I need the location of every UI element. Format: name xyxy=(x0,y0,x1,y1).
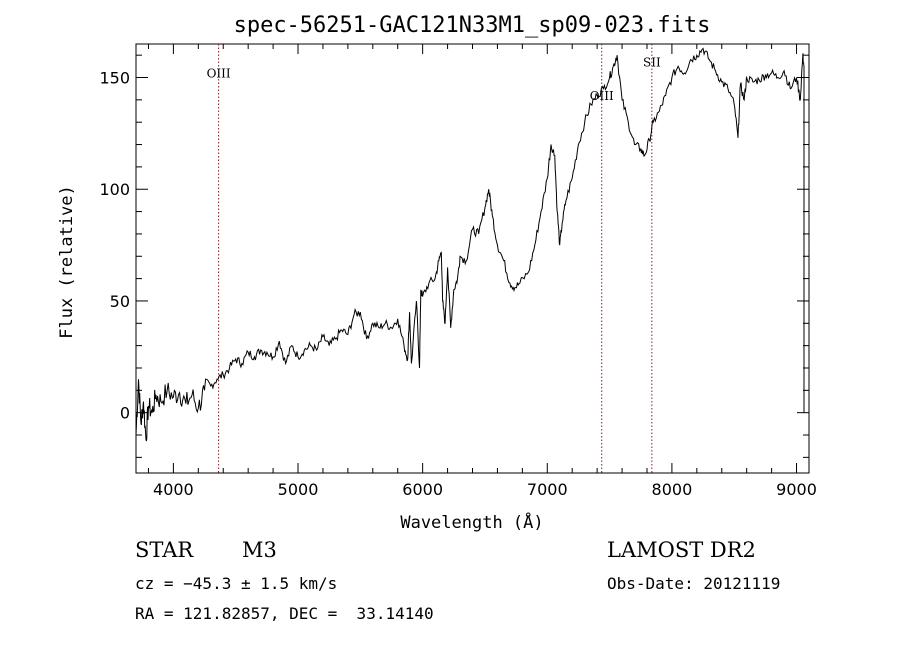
x-tick-label: 4000 xyxy=(153,480,194,499)
spectral-line-markers: OIII OIII SII xyxy=(207,44,661,473)
observation-date: Obs-Date: 20121119 xyxy=(607,574,781,593)
y-tick-label: 100 xyxy=(99,180,130,199)
y-axis-ticks: 0 50 100 150 xyxy=(99,54,809,458)
spectrum-line xyxy=(135,47,805,442)
x-axis-ticks: 4000 5000 6000 7000 8000 9000 xyxy=(147,44,817,499)
plot-frame xyxy=(135,43,810,474)
x-tick-label: 9000 xyxy=(776,480,817,499)
survey-name: LAMOST DR2 xyxy=(607,538,756,562)
y-tick-label: 50 xyxy=(110,292,130,311)
y-tick-label: 0 xyxy=(120,404,130,423)
y-tick-label: 150 xyxy=(99,69,130,88)
spectral-line-label: SII xyxy=(643,55,661,69)
x-axis-label: Wavelength (Å) xyxy=(400,511,543,533)
redshift-cz: cz = −45.3 ± 1.5 km/s xyxy=(135,574,338,593)
spectral-line-label: OIII xyxy=(207,67,231,81)
y-axis-label: Flux (relative) xyxy=(57,185,77,339)
x-tick-label: 5000 xyxy=(278,480,319,499)
object-class: STAR xyxy=(135,538,194,562)
spectral-line-label: OIII xyxy=(590,89,614,103)
coordinates: RA = 121.82857, DEC = 33.14140 xyxy=(135,604,434,623)
object-subclass: M3 xyxy=(242,538,277,562)
chart-title: spec-56251-GAC121N33M1_sp09-023.fits xyxy=(234,13,711,38)
x-tick-label: 6000 xyxy=(402,480,443,499)
x-tick-label: 7000 xyxy=(527,480,568,499)
x-tick-label: 8000 xyxy=(652,480,693,499)
